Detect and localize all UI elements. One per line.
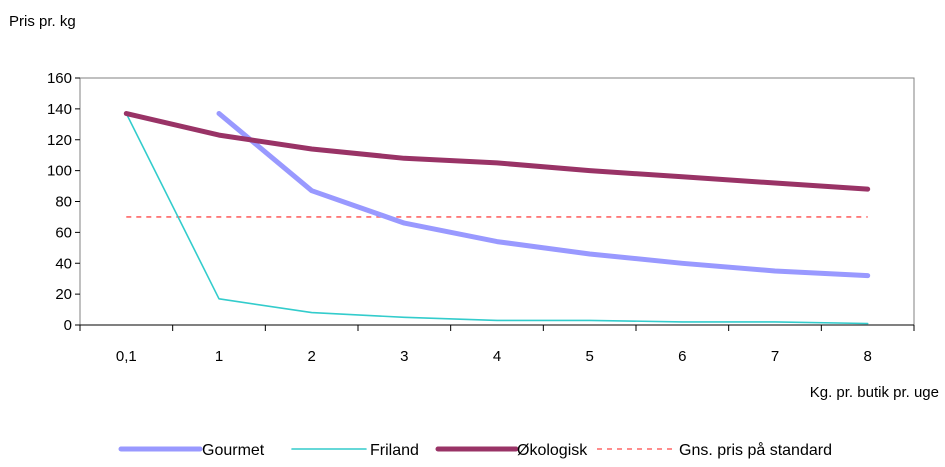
x-axis: 0,1 1 2 3 4 5 6 7 8 bbox=[79, 324, 915, 365]
x-axis-title: Kg. pr. butik pr. uge bbox=[810, 384, 939, 401]
x-tick-label: 0,1 bbox=[116, 348, 137, 365]
x-tick-label: 7 bbox=[771, 348, 779, 365]
y-tick-label: 100 bbox=[47, 163, 72, 180]
series-line-2 bbox=[123, 111, 871, 192]
legend-label: Gns. pris på standard bbox=[679, 441, 832, 459]
legend-label: Gourmet bbox=[202, 442, 265, 459]
x-tick-label: 6 bbox=[678, 348, 686, 365]
legend: Gourmet Friland Økologisk Gns. pris på stan… bbox=[118, 441, 832, 459]
legend-label: Økologisk bbox=[517, 442, 588, 459]
y-tick-label: 160 bbox=[47, 70, 72, 87]
series-layer bbox=[123, 111, 871, 325]
y-tick-label: 40 bbox=[55, 255, 72, 272]
plot-area bbox=[79, 77, 915, 326]
legend-label: Friland bbox=[370, 442, 419, 459]
x-tick-label: 2 bbox=[307, 348, 315, 365]
x-tick-label: 8 bbox=[863, 348, 871, 365]
y-tick-label: 140 bbox=[47, 101, 72, 118]
x-tick-label: 3 bbox=[400, 348, 408, 365]
series-line-0 bbox=[216, 111, 871, 279]
y-tick-label: 120 bbox=[47, 132, 72, 149]
y-tick-label: 60 bbox=[55, 224, 72, 241]
x-tick-label: 4 bbox=[493, 348, 501, 365]
x-tick-label: 1 bbox=[215, 348, 223, 365]
y-tick-label: 20 bbox=[55, 286, 72, 303]
y-tick-label: 80 bbox=[55, 194, 72, 211]
y-axis-title: Pris pr. kg bbox=[9, 13, 76, 30]
y-axis: 0 20 40 60 80 100 120 140 160 bbox=[47, 70, 80, 334]
series-line-1 bbox=[125, 112, 869, 325]
y-tick-label: 0 bbox=[64, 317, 72, 334]
x-tick-label: 5 bbox=[585, 348, 593, 365]
